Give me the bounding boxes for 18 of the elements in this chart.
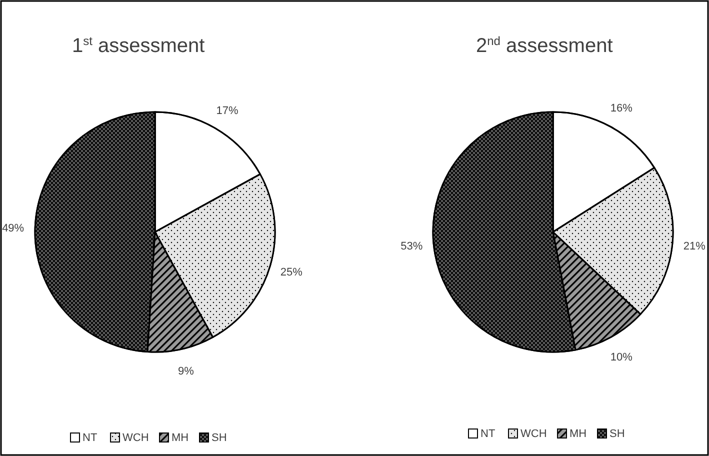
data-label: 53%	[400, 240, 423, 252]
data-label: 9%	[178, 366, 194, 378]
legend-label: SH	[610, 428, 625, 440]
data-label: 17%	[216, 104, 239, 117]
legend-label: MH	[570, 428, 587, 440]
data-label: 25%	[280, 266, 303, 279]
legend-label: WCH	[122, 432, 149, 444]
legend-label: MH	[172, 432, 189, 444]
chart-title: 1$^{st}$ assessment	[72, 34, 206, 57]
legend-label: NT	[82, 432, 98, 444]
chart-title: 2$^{nd}$ assessment	[476, 34, 614, 57]
legend-label: NT	[480, 428, 496, 440]
legend-label: WCH	[520, 428, 547, 440]
legend-label: SH	[212, 432, 227, 444]
data-label: 16%	[610, 102, 633, 115]
data-label: 49%	[2, 222, 24, 235]
data-label: 21%	[683, 240, 706, 252]
data-label: 10%	[610, 351, 633, 364]
